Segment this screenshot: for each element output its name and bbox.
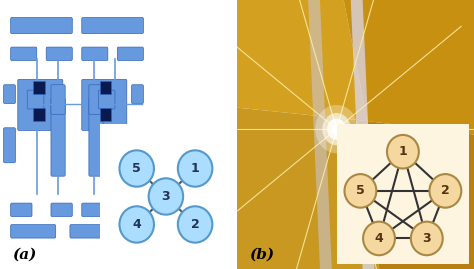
FancyBboxPatch shape [10, 17, 72, 34]
Text: 5: 5 [356, 184, 365, 197]
Bar [33, 108, 45, 121]
Text: 2: 2 [441, 184, 450, 197]
FancyBboxPatch shape [3, 128, 15, 163]
Text: 2: 2 [191, 218, 200, 231]
Circle shape [119, 206, 154, 243]
Polygon shape [237, 108, 379, 269]
Text: 5: 5 [132, 162, 141, 175]
FancyBboxPatch shape [10, 47, 36, 61]
FancyBboxPatch shape [10, 203, 32, 217]
Text: (b): (b) [249, 247, 274, 261]
Circle shape [178, 150, 212, 187]
FancyBboxPatch shape [27, 90, 44, 109]
Text: 1: 1 [191, 162, 200, 175]
Polygon shape [237, 0, 367, 121]
Bar [237, 0, 474, 67]
FancyBboxPatch shape [18, 79, 63, 130]
Circle shape [149, 178, 183, 215]
Bar [100, 81, 111, 94]
FancyBboxPatch shape [70, 225, 115, 238]
FancyBboxPatch shape [89, 98, 103, 176]
FancyBboxPatch shape [132, 128, 143, 163]
FancyBboxPatch shape [10, 225, 56, 238]
Text: 4: 4 [132, 218, 141, 231]
Text: (a): (a) [12, 247, 36, 261]
Polygon shape [367, 121, 474, 269]
Circle shape [322, 113, 351, 145]
Polygon shape [344, 0, 474, 134]
FancyBboxPatch shape [132, 85, 143, 104]
FancyBboxPatch shape [331, 118, 474, 269]
Polygon shape [308, 0, 332, 269]
Circle shape [332, 124, 341, 134]
Circle shape [345, 174, 376, 208]
Bar [33, 81, 45, 94]
Polygon shape [351, 0, 374, 269]
FancyBboxPatch shape [94, 118, 237, 269]
Circle shape [411, 222, 443, 255]
FancyBboxPatch shape [117, 47, 143, 61]
Bar [100, 108, 111, 121]
Text: 3: 3 [162, 190, 170, 203]
Circle shape [363, 222, 395, 255]
Circle shape [327, 118, 346, 140]
Text: 3: 3 [422, 232, 431, 245]
FancyBboxPatch shape [82, 203, 103, 217]
FancyBboxPatch shape [112, 203, 134, 217]
FancyBboxPatch shape [51, 203, 72, 217]
Text: 1: 1 [399, 145, 407, 158]
Text: 4: 4 [374, 232, 383, 245]
FancyBboxPatch shape [89, 85, 103, 114]
Circle shape [178, 206, 212, 243]
FancyBboxPatch shape [3, 85, 15, 104]
Circle shape [119, 150, 154, 187]
FancyBboxPatch shape [51, 85, 65, 114]
Circle shape [429, 174, 461, 208]
FancyBboxPatch shape [82, 17, 143, 34]
FancyBboxPatch shape [82, 79, 127, 130]
FancyBboxPatch shape [51, 98, 65, 176]
FancyBboxPatch shape [82, 47, 108, 61]
Circle shape [387, 135, 419, 168]
FancyBboxPatch shape [98, 90, 115, 109]
Circle shape [315, 105, 358, 153]
FancyBboxPatch shape [46, 47, 72, 61]
